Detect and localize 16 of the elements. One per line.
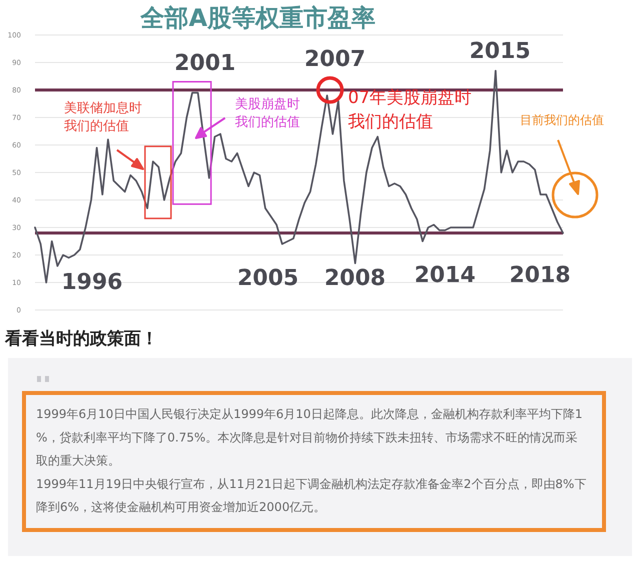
annotation: 目前我们的估值 <box>520 113 604 127</box>
annotation: 2008 <box>324 266 386 291</box>
text: 1999年11月19日中央银行宣布，从11月21日起下调金融机构法定存款准备金率2个百分点，即由8%下降到6%，这将使金融机构可用资金增加近2000亿元。 <box>36 476 586 514</box>
annotation: 1996 <box>61 270 123 295</box>
annotation: 07年美股崩盘时我们的估值 <box>348 88 472 132</box>
chart-title: 全部A股等权重市盈率 <box>140 4 376 32</box>
annotation: 2018 <box>509 263 571 288</box>
annotation: 2007 <box>304 47 366 72</box>
annotation: 美股崩盘时我们的估值 <box>235 96 300 130</box>
text: 1999年6月10日中国人民银行决定从1999年6月10日起降息。此次降息，金融机构存款利率平均下降1%，贷款利率平均下降了0.75%。本次降息是针对目前物价持续下跌未扭转、市场需求不旺的情况而采取的重大决策。 <box>36 407 583 468</box>
annotation: 2001 <box>174 51 236 76</box>
annotation: 2005 <box>237 266 299 291</box>
annotation: 2014 <box>414 263 476 288</box>
annotation: 美联储加息时我们的估值 <box>64 100 142 134</box>
text: 看看当时的政策面！ <box>4 329 158 349</box>
annotation: 2015 <box>469 39 531 64</box>
